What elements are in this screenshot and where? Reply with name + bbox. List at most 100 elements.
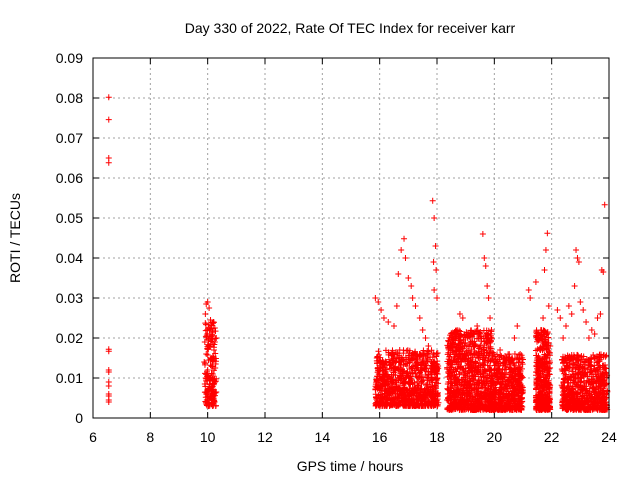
data-point bbox=[536, 395, 543, 401]
data-point bbox=[406, 375, 413, 381]
data-point bbox=[424, 383, 431, 390]
grid-lines bbox=[93, 58, 609, 418]
data-point bbox=[539, 347, 546, 353]
data-point bbox=[561, 367, 568, 373]
data-point bbox=[203, 391, 210, 397]
data-point bbox=[432, 243, 439, 249]
data-point bbox=[575, 259, 582, 265]
y-tick-label: 0.08 bbox=[56, 90, 83, 106]
data-point bbox=[576, 401, 583, 408]
data-point bbox=[561, 392, 568, 399]
data-point bbox=[476, 405, 483, 412]
data-point bbox=[519, 361, 526, 368]
data-point bbox=[496, 396, 503, 403]
y-tick-label: 0.01 bbox=[56, 370, 83, 386]
data-point bbox=[574, 389, 581, 396]
data-point bbox=[466, 398, 473, 405]
data-point bbox=[201, 381, 208, 387]
data-point bbox=[537, 382, 544, 389]
data-point bbox=[519, 354, 526, 361]
data-point bbox=[585, 405, 592, 412]
data-point bbox=[477, 335, 483, 341]
data-point bbox=[601, 396, 608, 403]
data-point bbox=[493, 379, 500, 386]
data-point bbox=[396, 367, 403, 374]
data-point bbox=[545, 303, 552, 309]
data-point bbox=[458, 359, 465, 365]
data-point bbox=[396, 352, 403, 359]
data-point bbox=[204, 299, 211, 305]
data-point bbox=[467, 339, 474, 346]
data-point bbox=[431, 351, 438, 358]
data-point bbox=[399, 397, 406, 404]
data-point bbox=[468, 331, 475, 337]
data-point bbox=[431, 215, 438, 221]
data-point bbox=[372, 386, 379, 393]
data-point bbox=[568, 311, 575, 317]
data-point bbox=[603, 399, 610, 405]
data-point bbox=[405, 402, 412, 409]
data-point bbox=[561, 378, 568, 385]
data-point bbox=[462, 335, 469, 341]
data-point bbox=[539, 337, 546, 344]
data-point bbox=[482, 375, 489, 381]
data-point bbox=[474, 323, 481, 329]
data-point bbox=[512, 386, 519, 393]
data-point bbox=[498, 370, 505, 377]
data-point bbox=[545, 377, 552, 384]
data-point bbox=[482, 263, 489, 269]
data-point bbox=[372, 295, 379, 301]
data-point bbox=[464, 371, 471, 377]
data-point bbox=[510, 359, 517, 366]
y-tick-label: 0.06 bbox=[56, 170, 83, 186]
data-point bbox=[420, 389, 427, 396]
data-point bbox=[207, 395, 214, 401]
data-point bbox=[203, 332, 210, 339]
data-point bbox=[569, 365, 576, 372]
data-point bbox=[375, 299, 382, 305]
data-point bbox=[579, 364, 586, 371]
data-point bbox=[469, 363, 476, 369]
data-point bbox=[542, 339, 549, 346]
data-point bbox=[597, 311, 604, 317]
data-point bbox=[573, 247, 580, 253]
data-point bbox=[516, 378, 523, 385]
data-point bbox=[375, 392, 382, 399]
data-point bbox=[466, 358, 473, 365]
data-point bbox=[419, 359, 426, 366]
data-point bbox=[388, 378, 395, 385]
data-point bbox=[596, 351, 603, 358]
data-point bbox=[460, 366, 467, 373]
data-point bbox=[477, 352, 484, 359]
data-point bbox=[401, 235, 408, 242]
data-point bbox=[206, 401, 213, 407]
data-point bbox=[385, 373, 392, 380]
data-point bbox=[461, 378, 468, 385]
data-point bbox=[506, 371, 513, 378]
data-point bbox=[212, 335, 219, 342]
data-point bbox=[433, 267, 440, 273]
data-point bbox=[411, 357, 418, 364]
data-point bbox=[517, 351, 524, 357]
data-point bbox=[204, 351, 211, 358]
data-point bbox=[445, 406, 452, 413]
data-point bbox=[211, 399, 218, 405]
data-point bbox=[372, 400, 379, 407]
data-point bbox=[379, 401, 386, 408]
data-point bbox=[449, 383, 456, 389]
data-point bbox=[424, 358, 431, 365]
data-point bbox=[466, 375, 473, 382]
data-point bbox=[391, 385, 398, 392]
data-point bbox=[412, 363, 419, 370]
data-point bbox=[573, 354, 580, 361]
data-point bbox=[105, 383, 112, 389]
data-point bbox=[481, 359, 488, 366]
data-point bbox=[546, 359, 553, 366]
data-point bbox=[587, 359, 594, 365]
data-point bbox=[495, 400, 502, 407]
data-point bbox=[444, 390, 451, 397]
data-point bbox=[412, 370, 419, 377]
data-point bbox=[408, 283, 415, 289]
data-point bbox=[396, 347, 403, 353]
data-point bbox=[533, 363, 540, 370]
